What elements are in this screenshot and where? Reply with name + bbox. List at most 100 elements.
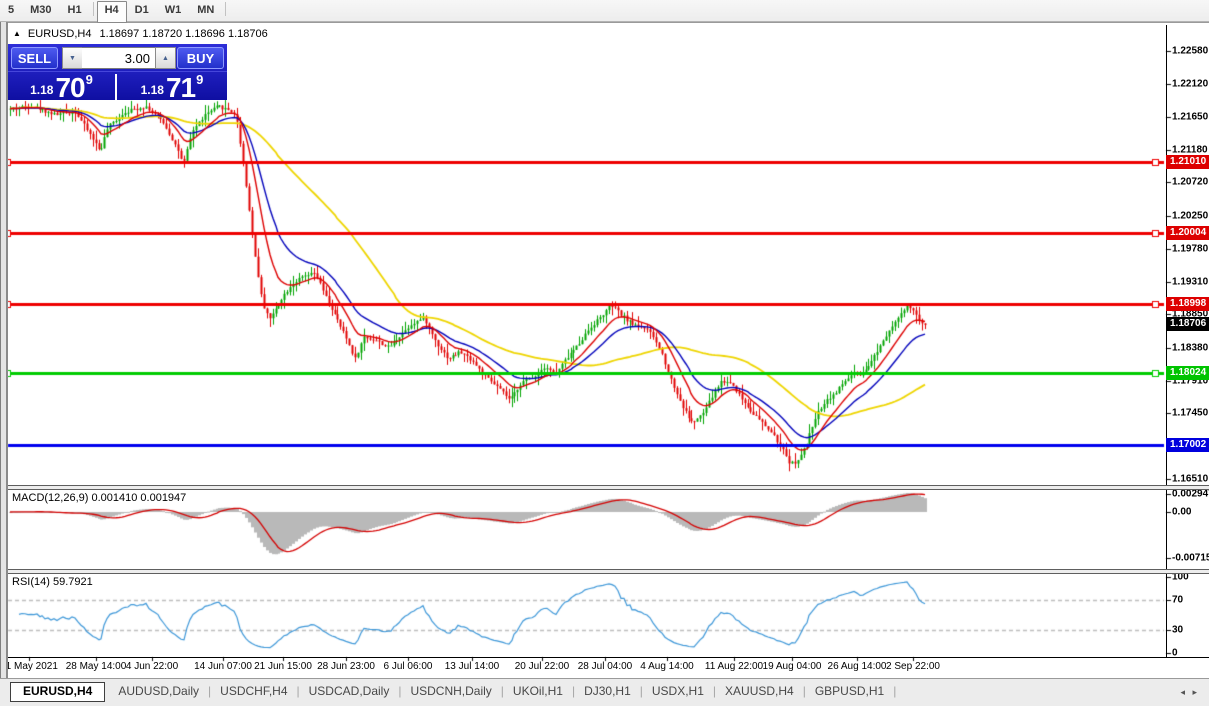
price-tick-label: 1.18380: [1172, 342, 1209, 353]
chart-ohlc-values: 1.18697 1.18720 1.18696 1.18706: [99, 28, 268, 40]
chart-tab-usdcad[interactable]: USDCAD,Daily: [308, 684, 390, 698]
time-axis-line: [0, 657, 1209, 658]
rsi-panel-separator[interactable]: [0, 569, 1209, 574]
chart-tab-audusd[interactable]: AUDUSD,Daily: [118, 684, 200, 698]
level-price-label: 1.20004: [1166, 225, 1209, 240]
timeframe-button-w1[interactable]: W1: [164, 4, 182, 16]
price-tick-label: 1.20250: [1172, 210, 1209, 222]
price-tick-label: 1.19780: [1172, 243, 1209, 255]
time-tick-label: 14 Jun 07:00: [194, 661, 252, 672]
price-tick-label: 1.22120: [1172, 78, 1209, 90]
volume-decrease-button[interactable]: ▼: [62, 47, 83, 69]
chart-tab-usdchf[interactable]: USDCHF,H4: [220, 684, 288, 698]
quote-divider: [115, 74, 117, 100]
timeframe-button-m30[interactable]: M30: [30, 4, 52, 16]
macd-indicator-label: MACD(12,26,9) 0.001410 0.001947: [12, 492, 187, 504]
price-tick-label: 1.18850: [1172, 308, 1209, 320]
time-tick-label: 28 May 14:00: [65, 661, 127, 672]
time-tick-label: 4 Aug 14:00: [640, 661, 694, 672]
bid-price-pip: 9: [85, 72, 93, 87]
chart-tab-eurusd[interactable]: EURUSD,H4: [10, 682, 106, 702]
level-price-label: 1.17002: [1166, 437, 1209, 452]
level-price-label: 1.18024: [1166, 365, 1209, 380]
time-tick-label: 21 May 2021: [0, 661, 58, 672]
chart-title: ▲ EURUSD,H4 1.18697 1.18720 1.18696 1.1870…: [13, 28, 268, 40]
ask-price-big: 71: [165, 72, 196, 103]
toolbar-separator: [225, 2, 227, 16]
macd-tick-label: 0.00: [1172, 506, 1192, 518]
level-price-label: 1.21010: [1166, 154, 1209, 169]
time-tick-label: 4 Jun 22:00: [125, 661, 179, 672]
price-tick-label: 1.21650: [1172, 111, 1209, 123]
time-tick-label: 26 Aug 14:00: [827, 661, 887, 672]
ask-price-pip: 9: [196, 72, 204, 87]
volume-increase-button[interactable]: ▲: [155, 47, 176, 69]
tab-separator: |: [296, 684, 300, 698]
tab-separator: |: [398, 684, 402, 698]
tab-separator: |: [571, 684, 576, 698]
bid-price[interactable]: 1.18 70 9: [8, 72, 115, 103]
level-price-label: 1.18998: [1166, 296, 1209, 311]
chart-tab-usdx[interactable]: USDX,H1: [651, 684, 704, 698]
macd-panel-separator[interactable]: [0, 485, 1209, 490]
chart-tab-usdcnh[interactable]: USDCNH,Daily: [410, 684, 492, 698]
timeframe-button-h4[interactable]: H4: [96, 1, 127, 23]
timeframe-toolbar: 5 M30 H1 H4 D1 W1 MN: [0, 0, 1209, 23]
price-tick-label: 1.16510: [1172, 473, 1209, 485]
price-tick-label: 1.17450: [1172, 407, 1209, 419]
time-tick-label: 20 Jul 22:00: [514, 661, 570, 672]
time-tick-label: 11 Aug 22:00: [704, 661, 764, 672]
timeframe-button-mn[interactable]: MN: [197, 4, 215, 16]
price-axis-line: [1166, 25, 1167, 657]
tab-scroll-right-button[interactable]: ▸: [1192, 687, 1197, 697]
chart-tab-dj30[interactable]: DJ30,H1: [584, 684, 631, 698]
chart-tab-bar: EURUSD,H4 AUDUSD,Daily | USDCHF,H4 | USDCAD,D…: [0, 678, 1209, 706]
timeframe-button-h1[interactable]: H1: [67, 4, 82, 16]
time-tick-label: 28 Jun 23:00: [317, 661, 375, 672]
tab-separator: |: [893, 684, 897, 698]
tab-separator: |: [802, 684, 806, 698]
sell-button[interactable]: SELL: [11, 47, 58, 69]
timeframe-button-d1[interactable]: D1: [134, 4, 149, 16]
chart-symbol-label: EURUSD,H4: [27, 28, 92, 40]
chart-tab-ukoil[interactable]: UKOil,H1: [512, 684, 563, 698]
ask-price[interactable]: 1.18 71 9: [117, 72, 227, 103]
rsi-indicator-label: RSI(14) 59.7921: [12, 576, 93, 588]
time-tick-label: 13 Jul 14:00: [444, 661, 500, 672]
timeframe-button-5[interactable]: 5: [8, 4, 15, 16]
bid-price-big: 70: [55, 72, 85, 103]
rsi-tick-label: 70: [1172, 594, 1184, 606]
volume-input[interactable]: [82, 47, 155, 69]
tab-separator: |: [208, 684, 212, 698]
time-tick-label: 19 Aug 04:00: [762, 661, 822, 672]
rsi-tick-label: 100: [1172, 571, 1189, 583]
ask-price-prefix: 1.18: [140, 83, 164, 97]
time-tick-label: 2 Sep 22:00: [886, 661, 940, 672]
rsi-tick-label: 30: [1172, 624, 1184, 636]
time-tick-label: 28 Jul 04:00: [577, 661, 633, 672]
time-tick-label: 6 Jul 06:00: [383, 661, 433, 672]
window-left-frame: [0, 22, 8, 678]
tab-separator: |: [639, 684, 643, 698]
current-price-label: 1.18706: [1166, 317, 1209, 332]
chart-tab-gbpusd[interactable]: GBPUSD,H1: [814, 684, 885, 698]
price-tick-label: 1.17910: [1172, 375, 1209, 387]
price-tick-label: 1.19310: [1172, 276, 1209, 288]
price-tick-label: 1.20720: [1172, 176, 1209, 188]
chart-tab-xauusd[interactable]: XAUUSD,H4: [725, 684, 794, 698]
price-tick-label: 1.21180: [1172, 144, 1208, 156]
time-tick-label: 21 Jun 15:00: [254, 661, 312, 672]
price-tick-label: 1.22580: [1172, 45, 1209, 57]
tab-separator: |: [712, 684, 717, 698]
tab-separator: |: [500, 684, 504, 698]
macd-tick-label: 0.002947: [1172, 488, 1209, 500]
bid-price-prefix: 1.18: [30, 83, 54, 97]
tab-scroll-left-button[interactable]: ◂: [1180, 687, 1185, 697]
toolbar-separator: [92, 2, 94, 16]
panel-collapse-icon[interactable]: ▲: [13, 29, 21, 38]
buy-button[interactable]: BUY: [177, 47, 224, 69]
rsi-tick-label: 0: [1172, 647, 1178, 659]
